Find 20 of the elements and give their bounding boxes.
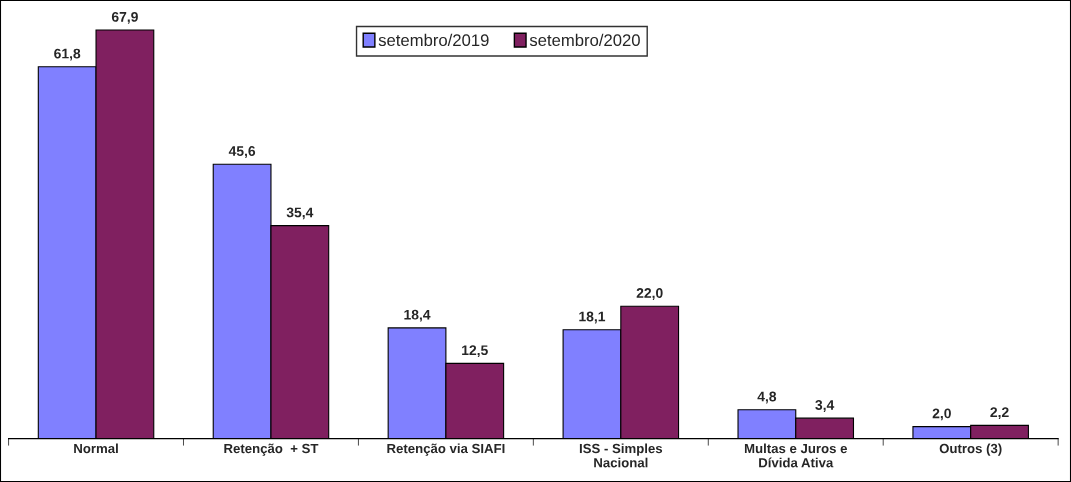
data-label: 2,2 [990, 407, 1009, 420]
x-tick-label: Multas e Juros e Dívida Ativa [744, 443, 847, 468]
x-tick-label: Retenção + ST [224, 443, 319, 456]
x-tick-label: ISS - Simples Nacional [579, 443, 663, 468]
data-label: 22,0 [636, 288, 663, 300]
data-label: 18,1 [579, 311, 606, 324]
legend-label: setembro/2019 [378, 33, 489, 47]
x-tick-label: Retenção via SIAFI [387, 443, 505, 456]
legend-label: setembro/2020 [529, 33, 640, 47]
data-label: 61,8 [54, 48, 81, 61]
data-label: 67,9 [111, 11, 138, 24]
x-tick-label: Normal [74, 443, 118, 454]
data-label: 12,5 [462, 345, 488, 358]
data-label: 45,6 [228, 146, 256, 158]
data-label: 4,8 [757, 391, 777, 404]
data-label: 3,4 [815, 400, 835, 412]
data-label: 2,0 [932, 408, 951, 421]
x-tick-label: Outros (3) [939, 443, 1002, 456]
data-label: 35,4 [286, 207, 314, 220]
data-label: 18,4 [404, 309, 431, 322]
